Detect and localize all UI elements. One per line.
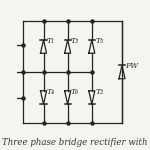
Text: T₂: T₂ <box>95 88 103 96</box>
Text: T₆: T₆ <box>71 88 79 96</box>
Text: T₄: T₄ <box>47 88 55 96</box>
Text: Three phase bridge rectifier with: Three phase bridge rectifier with <box>2 138 148 147</box>
Text: FW: FW <box>125 63 138 70</box>
Text: T₃: T₃ <box>71 37 79 45</box>
Text: T₅: T₅ <box>95 37 103 45</box>
Text: T₁: T₁ <box>47 37 55 45</box>
